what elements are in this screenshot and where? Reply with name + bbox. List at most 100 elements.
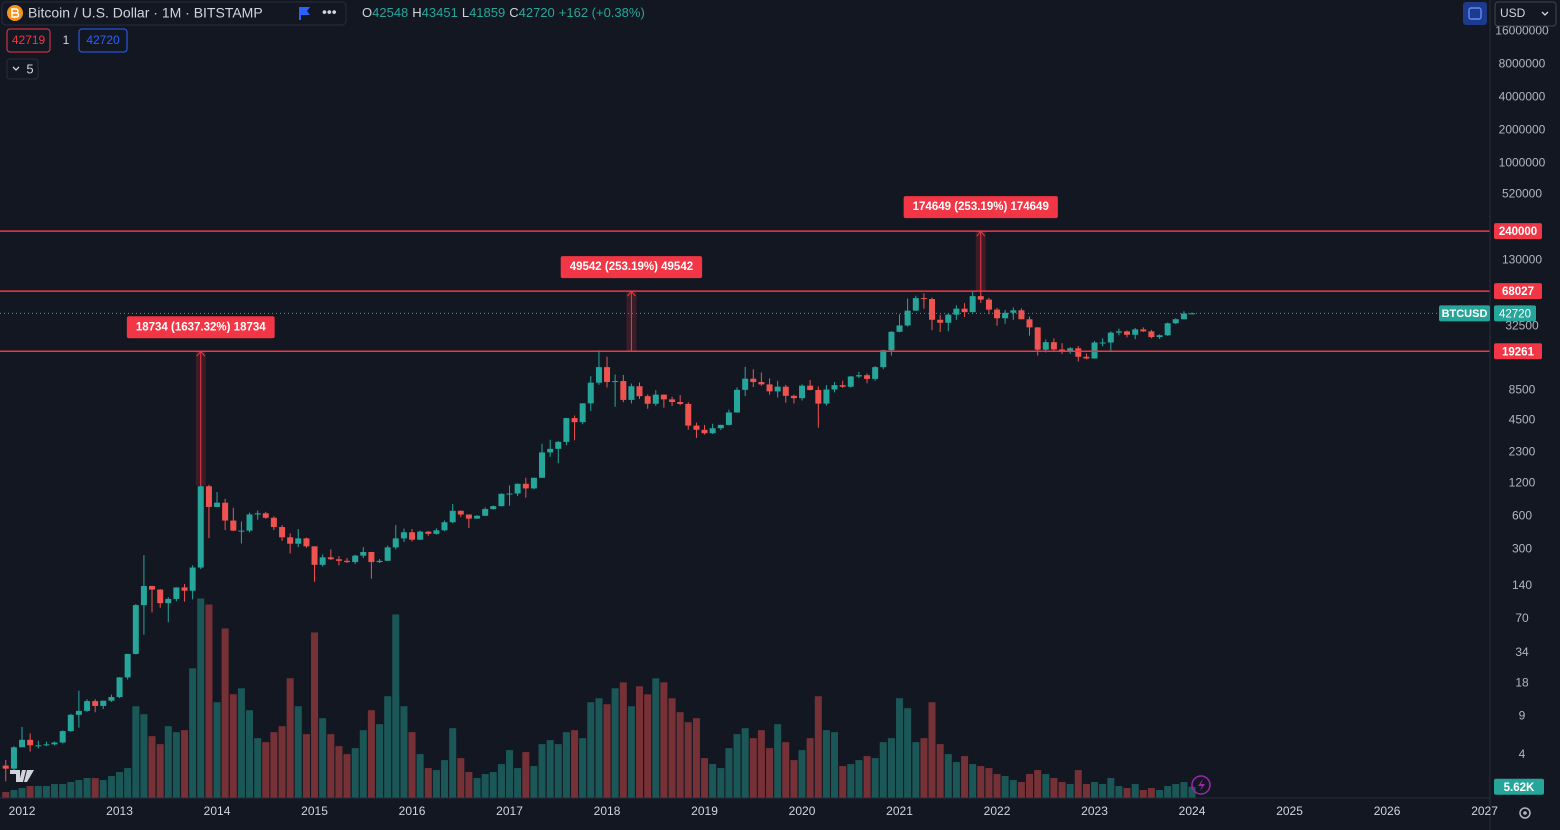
volume-bar [725, 748, 733, 798]
settings-button[interactable] [1519, 807, 1531, 819]
candle-body [262, 513, 269, 518]
x-tick-label: 2022 [984, 804, 1011, 818]
symbol-box[interactable] [1, 1, 347, 26]
volume-bar [774, 724, 782, 798]
volume-bar [392, 614, 400, 798]
candle-body [652, 394, 659, 404]
volume-bar [944, 754, 952, 798]
volume-bar [684, 722, 692, 798]
volume-bar [928, 702, 936, 798]
volume-bar [920, 738, 928, 798]
candle-body [132, 605, 139, 654]
volume-bar [246, 710, 254, 798]
volume-bar [83, 778, 91, 798]
bitcoin-glyph [11, 8, 20, 18]
volume-bar [1034, 770, 1042, 798]
volume-bar [457, 758, 465, 798]
sell-price: 42719 [12, 33, 46, 47]
x-tick-label: 2014 [204, 804, 231, 818]
candle-body [67, 714, 74, 732]
volume-bar [514, 768, 522, 798]
volume-bar [1026, 774, 1034, 798]
chevron [12, 66, 20, 71]
y-tick-label: 4000000 [1499, 89, 1546, 103]
sell-button[interactable] [6, 28, 51, 53]
volume-bar [465, 772, 473, 798]
volume-bar [42, 786, 50, 798]
volume-bar [766, 748, 774, 798]
currency: USD [1500, 6, 1526, 20]
candle-body [238, 530, 245, 532]
volume-bar [489, 772, 497, 798]
volume-bar [319, 718, 327, 798]
y-tick-label: 1000000 [1499, 155, 1546, 169]
volume-bar [99, 780, 107, 798]
candle-body [19, 739, 26, 748]
volume-bar [822, 730, 830, 798]
y-tick-label: 4500 [1509, 413, 1536, 427]
volume-bar [140, 714, 148, 798]
volume-bar [847, 764, 855, 798]
volume-bar [1180, 782, 1188, 798]
indicators-toggle[interactable] [6, 58, 39, 80]
volume-bar [270, 732, 278, 798]
y-tick-label: 16000000 [1495, 23, 1549, 37]
candle-body [27, 739, 34, 746]
candle-body [1034, 327, 1041, 350]
candle-body [376, 560, 383, 563]
volume-bar [977, 766, 985, 798]
volume-bar [384, 696, 392, 798]
lightning-button[interactable] [1191, 775, 1211, 795]
candle-body [758, 382, 765, 385]
scale-button[interactable] [1463, 2, 1487, 25]
volume-bar [400, 706, 408, 798]
candle-body [514, 483, 521, 494]
volume-bar [311, 632, 319, 798]
volume-bar [278, 726, 286, 798]
y-tick-label: 34 [1515, 645, 1529, 659]
candle-body [969, 296, 976, 313]
volume-bar [952, 762, 960, 798]
candle-body [1124, 331, 1131, 335]
volume-bar [1099, 784, 1107, 798]
volume-bar [1164, 786, 1172, 798]
x-tick-label: 2021 [886, 804, 913, 818]
volume-bar [985, 768, 993, 798]
volume-bar [254, 738, 262, 798]
candle-body [636, 386, 643, 397]
more-button[interactable]: ••• [322, 4, 337, 20]
volume-bar [221, 628, 229, 798]
volume-bar [91, 778, 99, 798]
candle-body [490, 506, 497, 510]
flag-icon[interactable] [299, 7, 310, 20]
volume-bar [205, 604, 213, 798]
candle-body [693, 425, 700, 430]
currency-select[interactable] [1494, 1, 1557, 27]
candle-body [620, 381, 627, 400]
candle-body [799, 385, 806, 399]
low-value: 41859 [469, 5, 505, 20]
symbol-title: Bitcoin / U.S. Dollar · 1M · BITSTAMP [28, 5, 263, 21]
x-tick-label: 2012 [9, 804, 36, 818]
volume-bar [34, 786, 42, 798]
volume-bar [879, 742, 887, 798]
volume-bar [814, 696, 822, 798]
measure-label-box [560, 256, 703, 279]
candle-body [157, 589, 164, 604]
x-tick-label: 2019 [691, 804, 718, 818]
candle-body [246, 514, 253, 531]
buy-button[interactable] [78, 28, 128, 53]
arrow-head [976, 230, 986, 237]
candle-body [279, 527, 286, 538]
candle-body [750, 378, 757, 383]
candle-body [929, 299, 936, 320]
candle-body [628, 386, 635, 400]
volume-bar [59, 784, 67, 798]
high-value: 43451 [422, 5, 458, 20]
volume-bar [1017, 782, 1025, 798]
tradingview-logo[interactable] [10, 770, 34, 782]
price-scale [1490, 0, 1560, 830]
candle-body [896, 325, 903, 332]
candle-body [214, 502, 221, 507]
volume-bar [343, 754, 351, 798]
